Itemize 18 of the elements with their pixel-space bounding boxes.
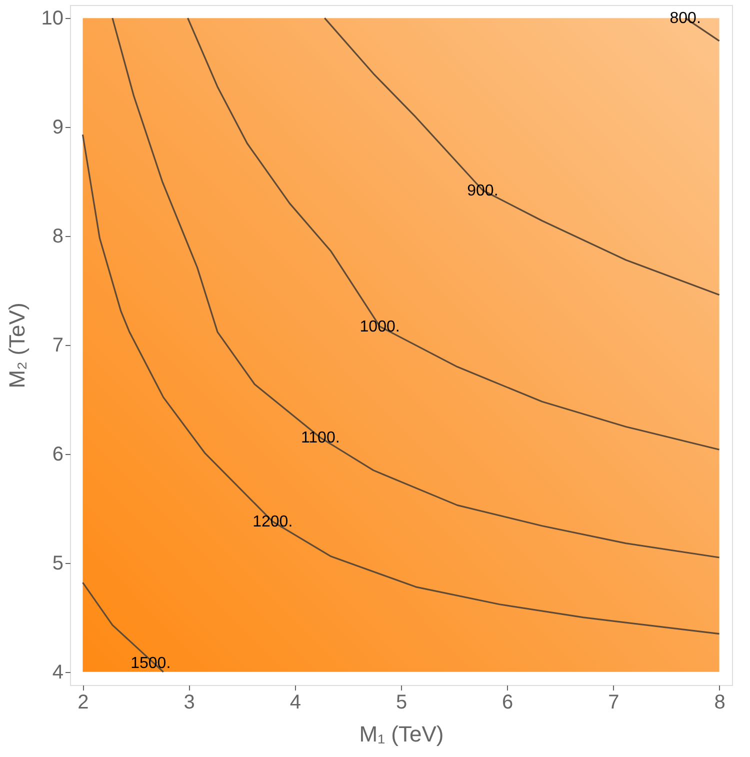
y-axis-title: M₂ (TeV) [4,302,30,388]
x-tick-label: 6 [502,692,514,714]
x-tick-label: 4 [290,692,301,714]
x-tick-label: 8 [714,692,726,714]
line-series [82,134,720,635]
x-tick-label: 3 [184,692,195,714]
y-tick-label: 8 [52,226,64,248]
annotation: 800. [670,10,701,28]
y-tick-label: 4 [52,661,64,684]
y-tick-label: 6 [52,443,64,466]
x-tick-label: 2 [78,692,89,714]
x-tick-label: 7 [608,692,620,714]
x-axis-title: M₁ (TeV) [359,722,444,746]
y-tick-label: 7 [52,334,64,356]
x-tick-label: 5 [396,692,408,714]
y-tick-label: 10 [41,8,64,30]
y-tick-label: 5 [52,552,64,574]
y-tick-label: 9 [52,116,64,139]
